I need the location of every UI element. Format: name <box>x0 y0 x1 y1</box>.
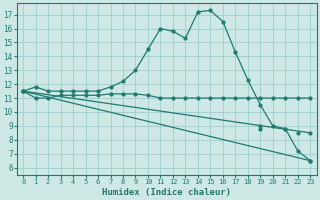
X-axis label: Humidex (Indice chaleur): Humidex (Indice chaleur) <box>102 188 231 197</box>
